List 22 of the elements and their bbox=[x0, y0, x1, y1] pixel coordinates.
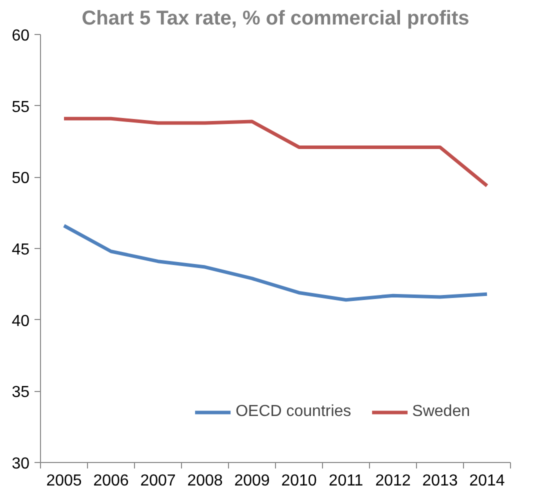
line-series bbox=[62, 116, 489, 188]
y-tick-label: 40 bbox=[12, 312, 30, 330]
x-tick-label: 2010 bbox=[281, 472, 317, 490]
x-tick-label: 2013 bbox=[422, 472, 458, 490]
legend-label: OECD countries bbox=[236, 403, 352, 421]
y-tick-label: 55 bbox=[12, 98, 30, 116]
chart-title: Chart 5 Tax rate, % of commercial profits bbox=[82, 8, 470, 30]
legend-label: Sweden bbox=[412, 403, 470, 421]
x-tick-label: 2014 bbox=[469, 472, 505, 490]
line-series bbox=[62, 224, 489, 302]
x-tick-label: 2011 bbox=[328, 472, 364, 490]
y-tick-label: 30 bbox=[12, 456, 30, 472]
x-tick-label: 2006 bbox=[93, 472, 129, 490]
x-tick-label: 2008 bbox=[187, 472, 223, 490]
y-tick-label: 50 bbox=[12, 170, 30, 188]
x-tick-label: 2009 bbox=[234, 472, 270, 490]
y-tick-label: 60 bbox=[12, 28, 30, 44]
x-tick-label: 2005 bbox=[46, 472, 82, 490]
x-tick-label: 2007 bbox=[140, 472, 176, 490]
x-tick-label: 2012 bbox=[375, 472, 411, 490]
y-tick-label: 35 bbox=[12, 384, 30, 402]
y-tick-label: 45 bbox=[12, 242, 30, 258]
